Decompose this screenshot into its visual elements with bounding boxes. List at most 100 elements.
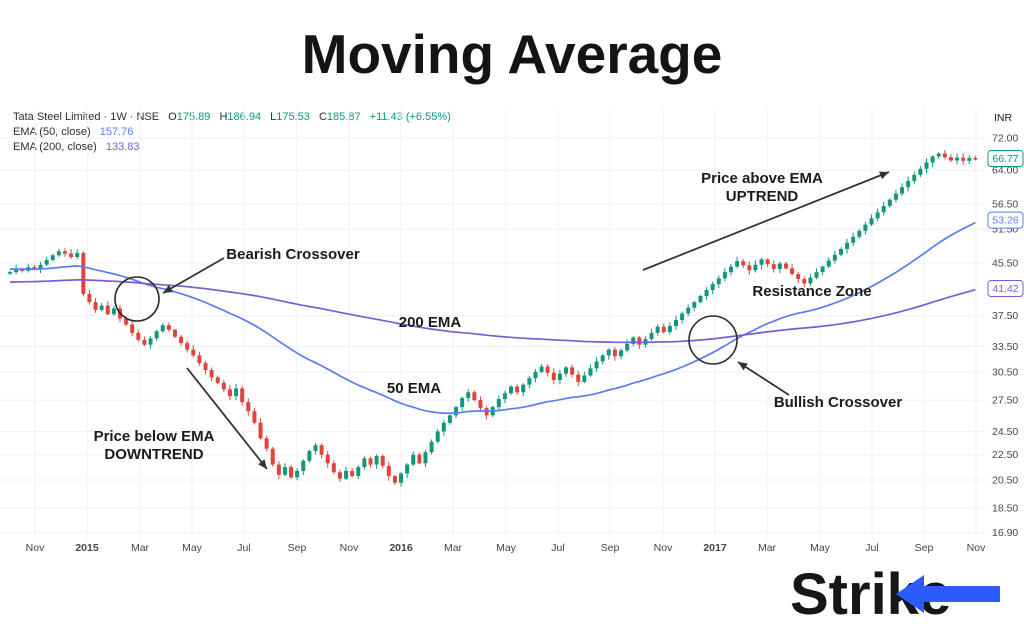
candle-body	[930, 156, 935, 163]
candle-body	[240, 388, 245, 403]
uptrend-label-line2: UPTREND	[725, 188, 799, 205]
time-axis: Nov 2015 Mar May Jul Sep Nov 2016 Mar May Jul Sep No…	[26, 542, 986, 554]
candle-body	[527, 378, 532, 385]
candle-body	[313, 445, 318, 452]
price-chart-canvas[interactable]: INR72.0064.0056.5051.5045.5037.5033.5030…	[0, 108, 1024, 568]
price-tick-label: 18.50	[992, 503, 1018, 515]
candle-body	[417, 454, 422, 464]
month-label: Nov	[340, 542, 359, 554]
price-tick-label: 33.50	[992, 341, 1018, 353]
ema-50-line	[10, 221, 976, 415]
candle-body	[655, 326, 660, 333]
month-label: Jul	[237, 542, 250, 554]
candle-body	[808, 277, 813, 284]
candle-body	[264, 438, 269, 449]
month-label: May	[496, 542, 517, 554]
candle-body	[906, 180, 911, 188]
candle-body	[429, 441, 434, 453]
month-label: Jul	[865, 542, 878, 554]
legend-symbol-row: Tata Steel Limited · 1W · NSE O175.89 H 1…	[13, 110, 451, 125]
last-price-axis-value: 66.77	[992, 153, 1018, 165]
candle-body	[661, 326, 666, 333]
month-label: Nov	[654, 542, 673, 554]
candle-body	[820, 266, 825, 273]
candle-body	[637, 337, 642, 345]
candle-body	[172, 329, 177, 337]
candle-body	[179, 336, 184, 344]
chart-legend: Tata Steel Limited · 1W · NSE O175.89 H 1…	[13, 110, 451, 155]
candle-body	[227, 389, 232, 397]
ohlc-low-value: 175.53	[276, 111, 310, 123]
candle-body	[918, 168, 923, 175]
candle-body	[741, 261, 746, 266]
candle-body	[551, 372, 556, 381]
candle-body	[105, 305, 110, 315]
bullish-crossover-circle	[688, 315, 738, 365]
candle-body	[331, 463, 336, 473]
candle-body	[698, 296, 703, 303]
candle-body	[93, 302, 98, 310]
candle-body	[124, 318, 129, 325]
candle-body	[325, 454, 330, 464]
candle-body	[857, 230, 862, 237]
candle-body	[56, 251, 61, 256]
price-tick-label: 30.50	[992, 366, 1018, 378]
candle-body	[295, 470, 300, 478]
candle-body	[735, 261, 740, 267]
month-label: 2015	[75, 542, 99, 554]
candle-body	[38, 264, 43, 270]
candle-body	[838, 248, 843, 255]
candle-body	[887, 199, 892, 206]
candlesticks	[8, 149, 978, 487]
candle-body	[472, 392, 477, 401]
month-label: Nov	[26, 542, 45, 554]
annotation-shapes	[114, 171, 890, 470]
candle-body	[374, 455, 379, 465]
candle-body	[942, 153, 947, 158]
ema-50-line-label: 50 EMA	[386, 380, 442, 397]
candle-body	[961, 157, 966, 161]
price-tick-label: 45.50	[992, 257, 1018, 269]
candle-body	[270, 448, 275, 465]
candle-body	[765, 259, 770, 265]
candle-body	[582, 375, 587, 382]
bearish-crossover-arrow	[162, 257, 225, 294]
ema-200-line	[9, 278, 976, 344]
candle-body	[441, 422, 446, 432]
candle-body	[221, 382, 226, 390]
candle-body	[405, 464, 410, 474]
price-axis: INR72.0064.0056.5051.5045.5037.5033.5030…	[987, 112, 1024, 539]
month-label: 2017	[703, 542, 727, 554]
candle-body	[191, 349, 196, 356]
candle-body	[533, 371, 538, 379]
ohlc-open-key: O	[168, 111, 177, 123]
candle-body	[203, 363, 208, 371]
downtrend-arrow	[186, 367, 268, 470]
price-tick-label: 37.50	[992, 310, 1018, 322]
candle-body	[625, 343, 630, 351]
candle-body	[350, 470, 355, 477]
candle-body	[973, 158, 978, 160]
uptrend-arrow-head	[879, 171, 889, 180]
candle-body	[197, 355, 202, 364]
candle-body	[460, 398, 465, 408]
candle-body	[716, 278, 721, 285]
candle-body	[399, 473, 404, 483]
ohlc-open-value: 175.89	[176, 111, 211, 123]
strike-logo-graphic: Strike	[790, 562, 1000, 627]
candle-body	[380, 455, 385, 466]
candle-body	[722, 272, 727, 279]
currency-label: INR	[994, 112, 1013, 124]
ema-200-axis-badge	[987, 280, 1024, 298]
candle-body	[386, 465, 391, 477]
candle-body	[289, 467, 294, 478]
downtrend-arrow-head	[258, 459, 267, 469]
month-label: May	[810, 542, 831, 554]
candle-body	[521, 384, 526, 393]
month-label: Sep	[915, 542, 934, 554]
candle-body	[160, 325, 165, 332]
candle-body	[869, 218, 874, 225]
page-title: Moving Average	[301, 23, 723, 85]
candle-body	[282, 467, 287, 475]
